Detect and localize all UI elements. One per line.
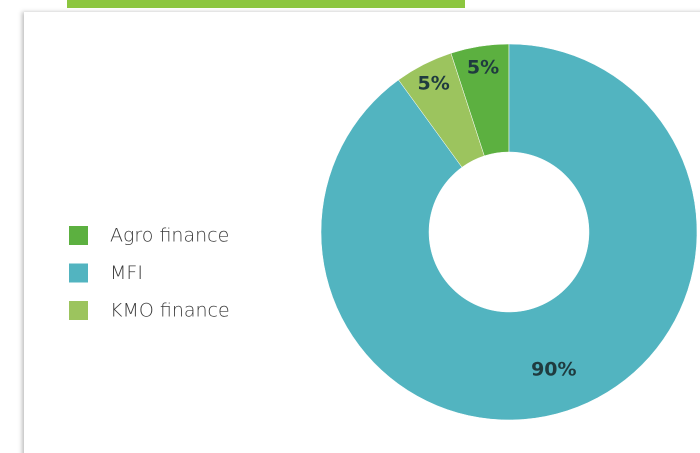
legend: Agro finance MFI KMO finance [69, 225, 230, 322]
value-label: 90% [531, 358, 576, 380]
legend-swatch [69, 226, 88, 245]
slice [320, 43, 698, 421]
legend-label: MFI [110, 262, 143, 284]
legend-swatch [69, 263, 88, 283]
value-label: 5% [418, 73, 450, 95]
legend-swatch [69, 301, 88, 320]
legend-label: Agro finance [110, 225, 229, 247]
value-label: 5% [467, 57, 499, 79]
slice [398, 52, 485, 168]
donut: 5% 90% 5% [320, 43, 698, 421]
legend-label: KMO finance [110, 300, 230, 322]
title-strip [67, 0, 465, 8]
